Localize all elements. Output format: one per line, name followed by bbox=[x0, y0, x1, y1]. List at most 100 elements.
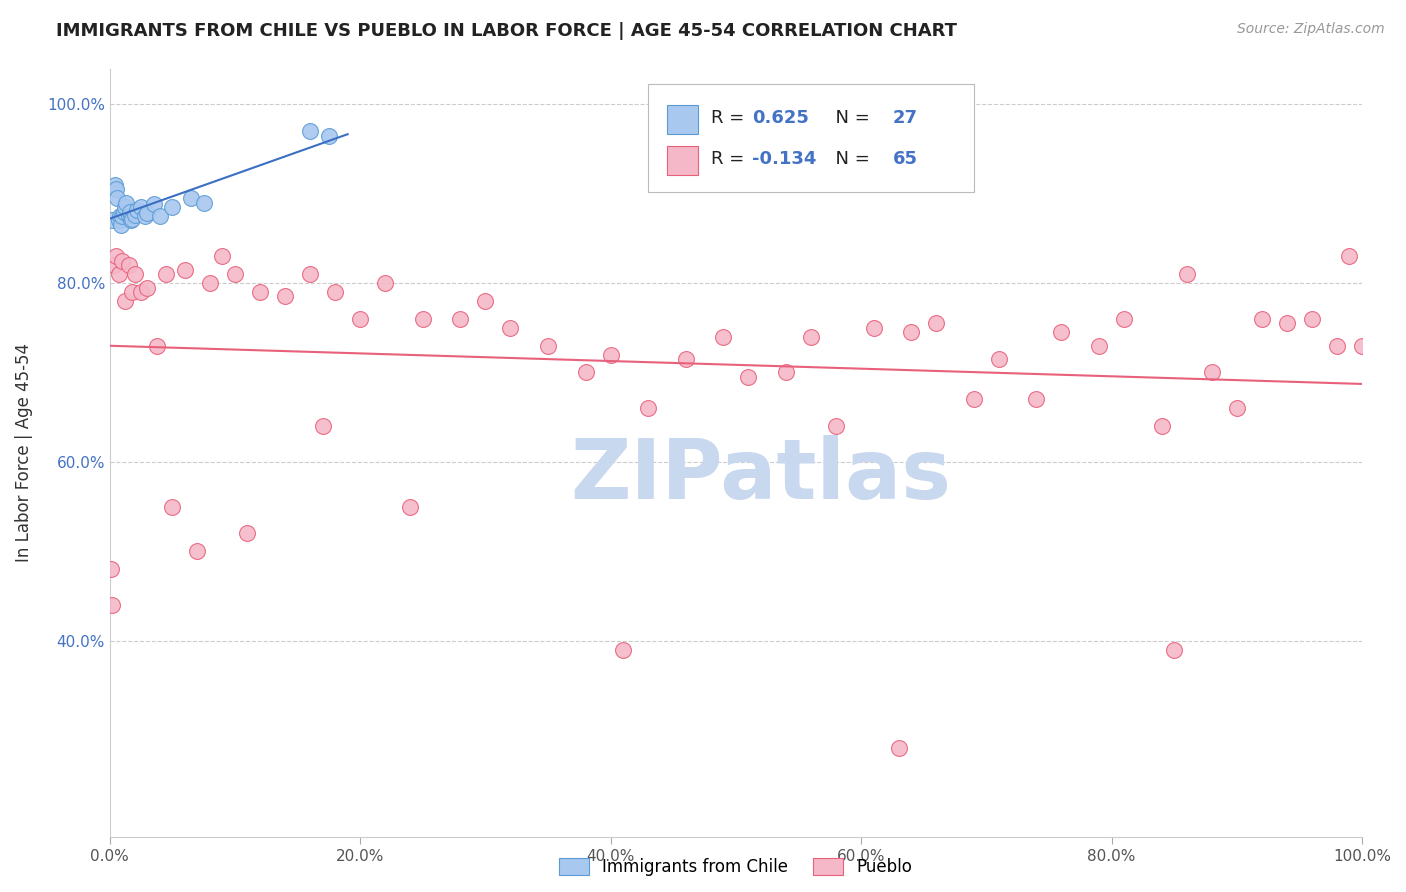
Point bbox=[900, 325, 922, 339]
Point bbox=[149, 209, 172, 223]
Point bbox=[474, 293, 496, 308]
Point bbox=[193, 195, 215, 210]
Point bbox=[1301, 311, 1323, 326]
Point bbox=[105, 191, 128, 205]
Point bbox=[1326, 338, 1348, 352]
Point bbox=[1226, 401, 1249, 416]
Point bbox=[121, 211, 143, 226]
FancyBboxPatch shape bbox=[666, 145, 699, 175]
Point bbox=[224, 267, 246, 281]
Point bbox=[274, 289, 297, 303]
Point bbox=[887, 740, 910, 755]
Point bbox=[311, 419, 333, 434]
Text: N =: N = bbox=[824, 150, 875, 169]
FancyBboxPatch shape bbox=[648, 84, 974, 192]
Point bbox=[129, 200, 152, 214]
Point bbox=[1050, 325, 1073, 339]
Point bbox=[1275, 316, 1298, 330]
Point bbox=[599, 347, 621, 361]
Point bbox=[675, 352, 697, 367]
Point bbox=[162, 200, 184, 214]
Text: -0.134: -0.134 bbox=[752, 150, 817, 169]
Point bbox=[173, 262, 195, 277]
Point bbox=[1339, 249, 1361, 263]
Point bbox=[1175, 267, 1198, 281]
Point bbox=[107, 213, 129, 227]
Point bbox=[1025, 392, 1047, 407]
Point bbox=[299, 124, 322, 138]
Point bbox=[249, 285, 271, 299]
Text: ZIPatlas: ZIPatlas bbox=[571, 435, 952, 516]
Point bbox=[115, 195, 138, 210]
Point bbox=[499, 320, 522, 334]
Text: 0.625: 0.625 bbox=[752, 109, 808, 127]
Point bbox=[114, 200, 136, 214]
Point bbox=[110, 218, 132, 232]
Point bbox=[963, 392, 986, 407]
Point bbox=[180, 191, 202, 205]
Text: 65: 65 bbox=[893, 150, 917, 169]
Point bbox=[124, 267, 146, 281]
Point bbox=[111, 209, 134, 223]
Legend: Immigrants from Chile, Pueblo: Immigrants from Chile, Pueblo bbox=[553, 851, 920, 883]
Point bbox=[925, 316, 948, 330]
Point bbox=[124, 208, 146, 222]
Point bbox=[800, 329, 823, 343]
Text: 27: 27 bbox=[893, 109, 917, 127]
Point bbox=[111, 253, 134, 268]
Point bbox=[323, 285, 346, 299]
FancyBboxPatch shape bbox=[666, 105, 699, 134]
Point bbox=[537, 338, 560, 352]
Point bbox=[112, 204, 135, 219]
Point bbox=[1112, 311, 1135, 326]
Point bbox=[103, 258, 125, 272]
Point bbox=[299, 267, 322, 281]
Point bbox=[987, 352, 1010, 367]
Y-axis label: In Labor Force | Age 45-54: In Labor Force | Age 45-54 bbox=[15, 343, 32, 562]
Point bbox=[155, 267, 177, 281]
Point bbox=[146, 338, 169, 352]
Point bbox=[711, 329, 734, 343]
Point bbox=[1351, 338, 1374, 352]
Point bbox=[136, 206, 159, 220]
Point bbox=[101, 213, 124, 227]
Point bbox=[211, 249, 233, 263]
Point bbox=[121, 285, 143, 299]
Point bbox=[134, 209, 156, 223]
Point bbox=[862, 320, 884, 334]
Point bbox=[449, 311, 471, 326]
Point bbox=[118, 204, 141, 219]
Point bbox=[775, 366, 797, 380]
Text: Source: ZipAtlas.com: Source: ZipAtlas.com bbox=[1237, 22, 1385, 37]
Text: IMMIGRANTS FROM CHILE VS PUEBLO IN LABOR FORCE | AGE 45-54 CORRELATION CHART: IMMIGRANTS FROM CHILE VS PUEBLO IN LABOR… bbox=[56, 22, 957, 40]
Point bbox=[318, 128, 340, 143]
Point bbox=[105, 182, 128, 196]
Point bbox=[107, 267, 129, 281]
Point bbox=[186, 544, 208, 558]
Point bbox=[100, 562, 122, 576]
Point bbox=[104, 178, 127, 192]
Point bbox=[101, 598, 124, 612]
Point bbox=[120, 213, 142, 227]
Point bbox=[737, 370, 759, 384]
Point bbox=[129, 285, 152, 299]
Point bbox=[236, 526, 259, 541]
Point bbox=[142, 197, 165, 211]
Point bbox=[612, 642, 634, 657]
Point bbox=[117, 209, 139, 223]
Point bbox=[108, 209, 131, 223]
Text: R =: R = bbox=[711, 150, 749, 169]
Point bbox=[412, 311, 434, 326]
Point bbox=[162, 500, 184, 514]
Point bbox=[136, 280, 159, 294]
Point bbox=[575, 366, 598, 380]
Point bbox=[349, 311, 371, 326]
Point bbox=[1150, 419, 1173, 434]
Point bbox=[127, 202, 149, 217]
Point bbox=[374, 276, 396, 290]
Point bbox=[825, 419, 848, 434]
Point bbox=[198, 276, 221, 290]
Point bbox=[1250, 311, 1272, 326]
Point bbox=[105, 249, 128, 263]
Point bbox=[1163, 642, 1185, 657]
